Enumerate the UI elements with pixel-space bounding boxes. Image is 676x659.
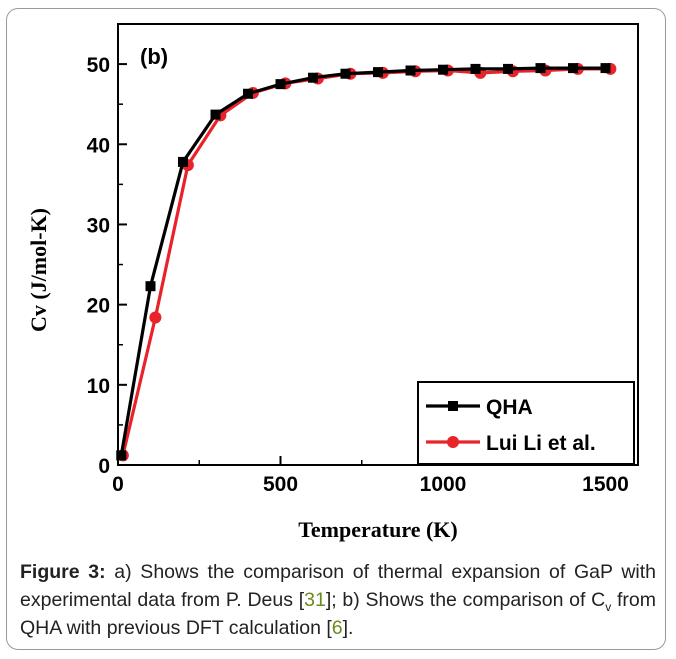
y-axis-label: Cv (J/mol-K) — [26, 208, 51, 332]
data-point-qha — [275, 79, 286, 90]
data-point-qha — [600, 63, 611, 74]
y-tick-label: 0 — [98, 455, 110, 478]
legend-marker — [448, 401, 458, 411]
y-tick-label: 10 — [87, 375, 110, 398]
data-point-qha — [340, 68, 351, 79]
figure-caption: Figure 3: a) Shows the comparison of the… — [20, 558, 656, 642]
y-tick-label: 20 — [87, 295, 110, 318]
caption-part4: ]. — [342, 617, 354, 639]
caption-lead: Figure 3: — [20, 561, 106, 583]
data-point-qha — [470, 63, 481, 74]
data-point-qha — [145, 281, 156, 292]
data-point-qha — [405, 65, 416, 76]
y-tick-label: 40 — [87, 134, 110, 157]
x-tick-label: 1000 — [420, 473, 467, 496]
figure-frame — [6, 8, 666, 650]
data-point-qha — [243, 88, 253, 99]
data-point-qha — [116, 450, 127, 461]
x-axis-label: Temperature (K) — [298, 517, 457, 542]
caption-part2: ]; b) Shows the comparison of C — [325, 589, 606, 611]
caption-ref-6[interactable]: 6 — [331, 617, 343, 639]
caption-part3: from QHA with previous DFT calculation [ — [20, 589, 657, 639]
data-point-qha — [210, 109, 221, 120]
y-tick-label: 50 — [87, 54, 110, 77]
caption-part1: a) Shows the comparison of thermal expan… — [20, 561, 656, 611]
caption-ref-31[interactable]: 31 — [304, 589, 326, 611]
data-point-qha — [503, 63, 513, 74]
legend-marker — [447, 436, 459, 448]
data-point-qha — [308, 72, 318, 83]
x-tick-label: 500 — [263, 473, 298, 496]
caption-subscript: v — [605, 599, 612, 614]
legend-label: QHA — [486, 396, 533, 419]
data-point-qha — [568, 63, 578, 74]
series-line-qha — [119, 66, 606, 456]
panel-label: (b) — [140, 44, 168, 69]
data-point-qha — [178, 156, 188, 167]
x-tick-label: 0 — [112, 473, 124, 496]
data-point-lui-li — [149, 311, 162, 324]
legend-label: Lui Li et al. — [486, 432, 596, 455]
data-point-qha — [373, 67, 383, 78]
legend-box — [417, 381, 635, 465]
plot-frame — [117, 23, 639, 466]
data-point-qha — [438, 64, 448, 75]
data-point-qha — [535, 63, 546, 74]
y-tick-label: 30 — [87, 214, 110, 237]
x-tick-label: 1500 — [582, 473, 629, 496]
